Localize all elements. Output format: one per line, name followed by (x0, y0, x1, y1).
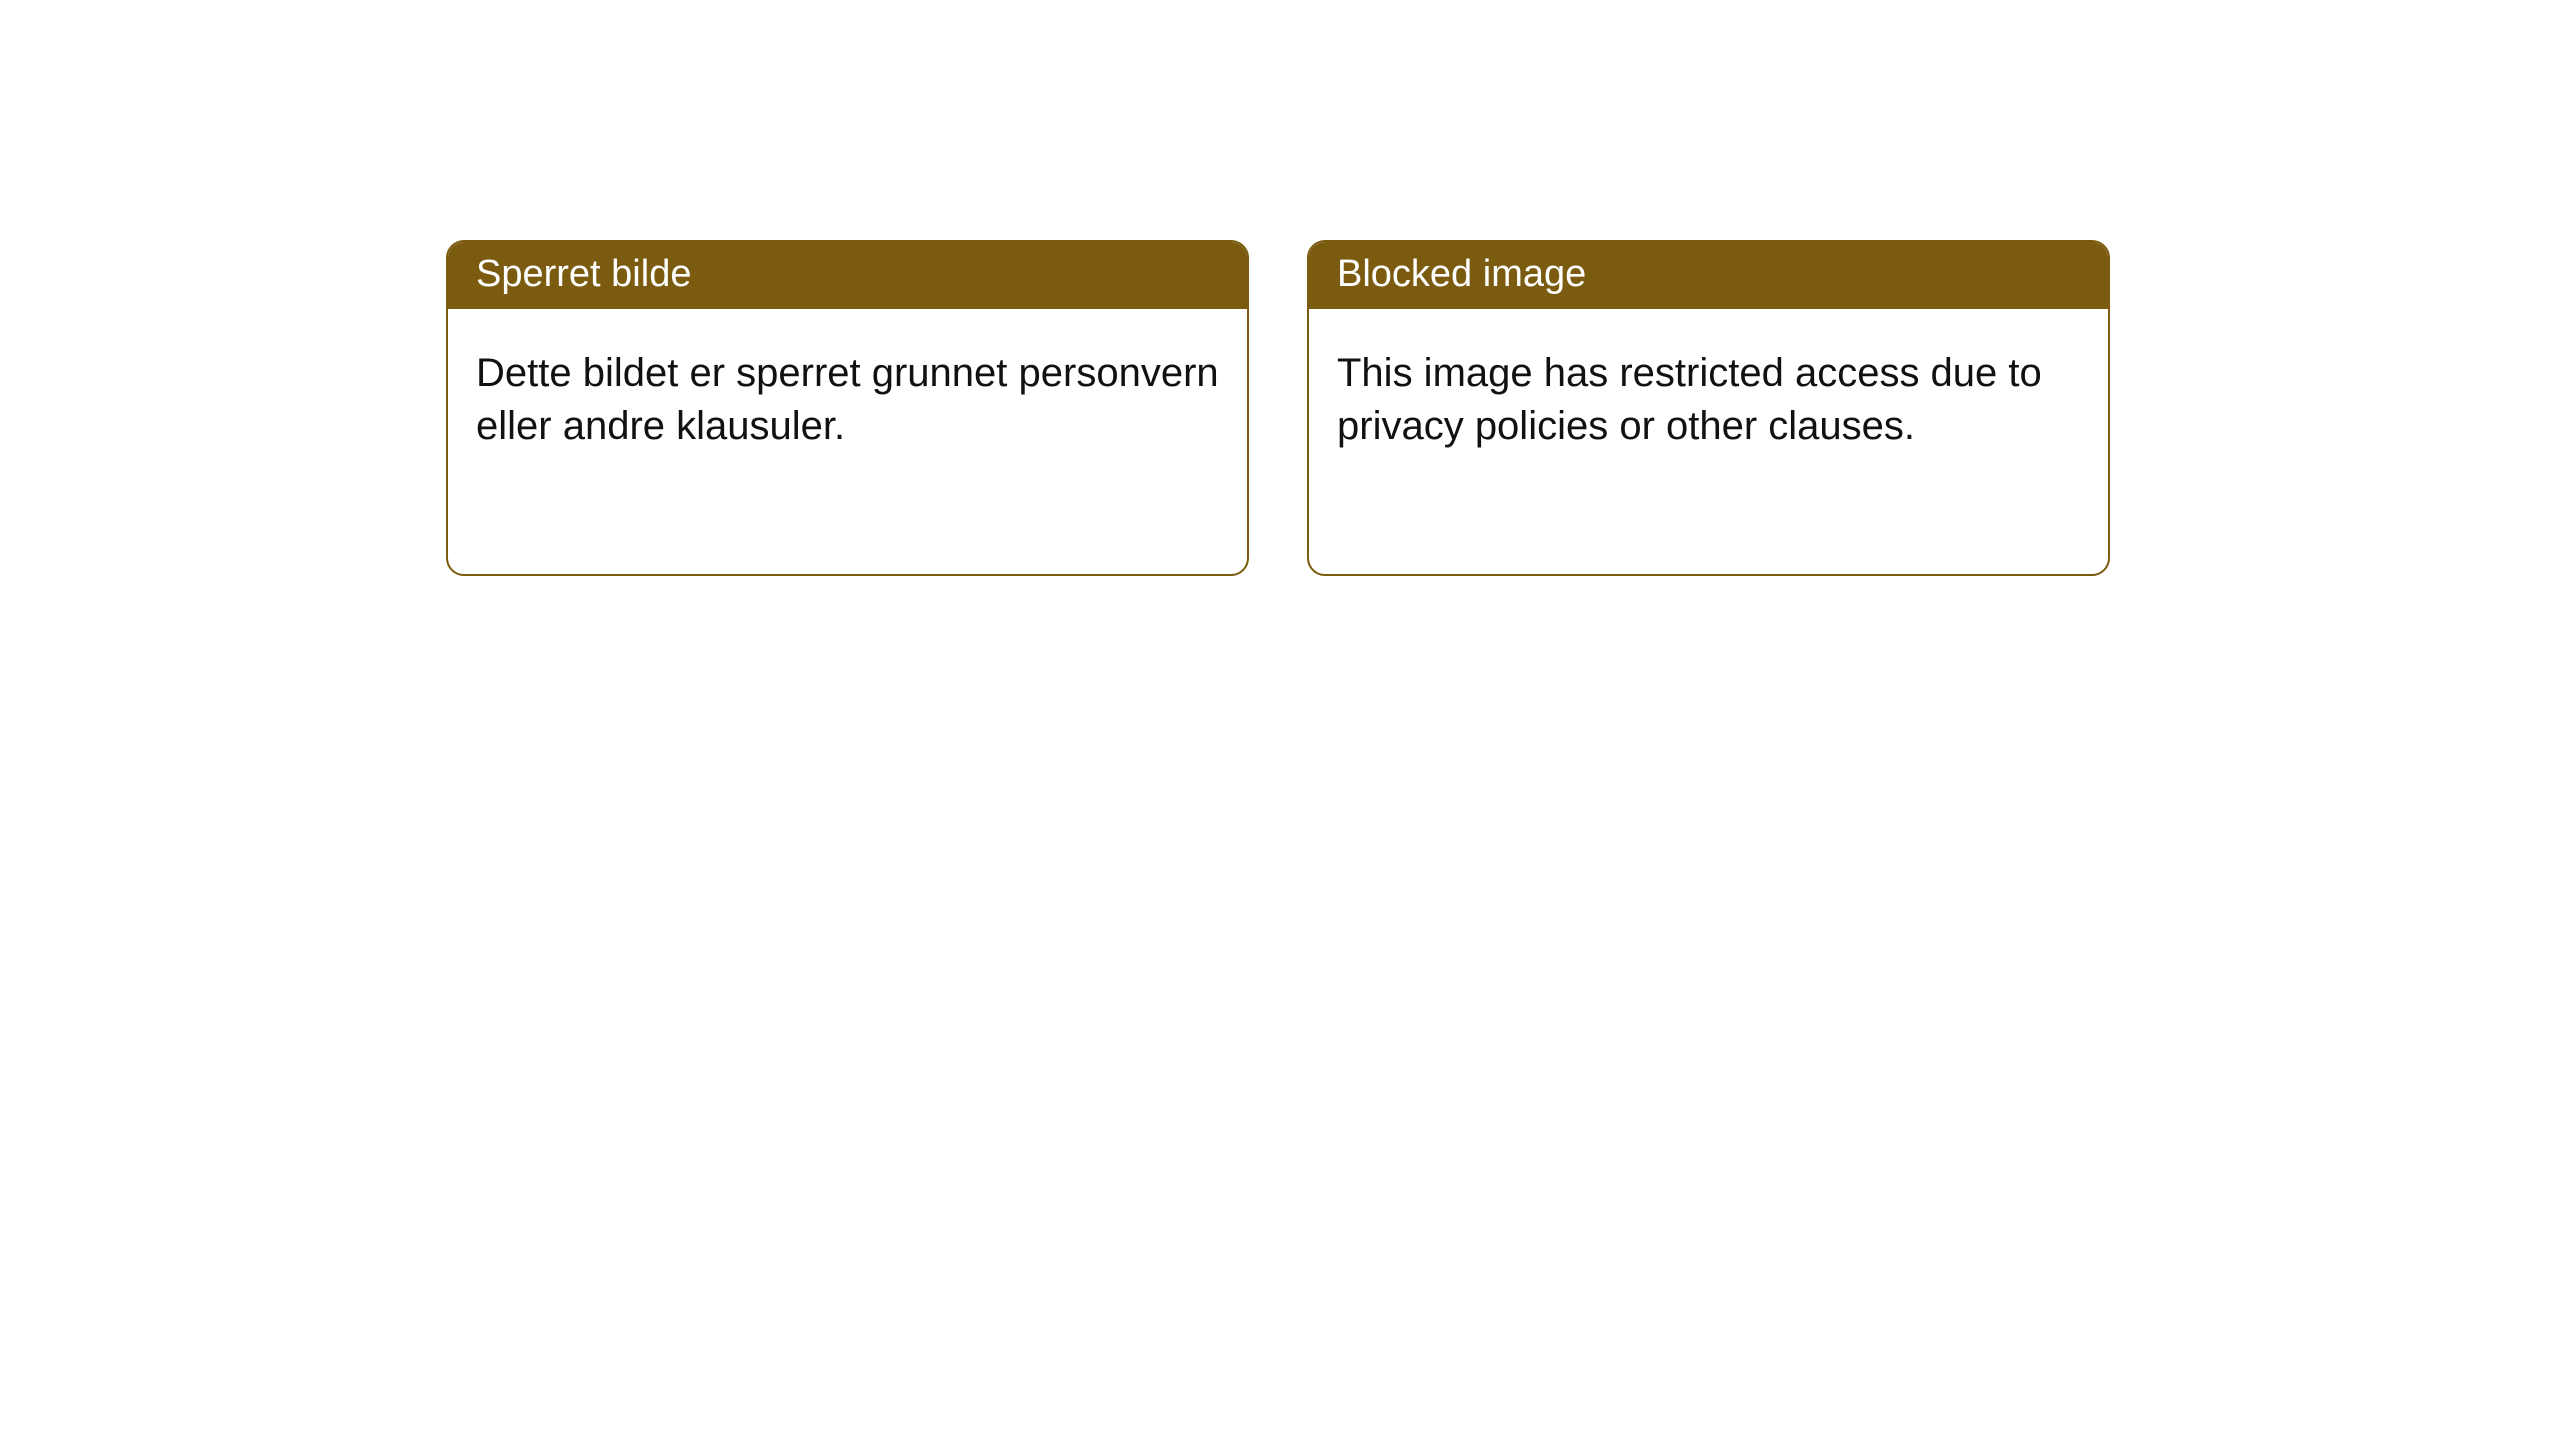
notice-body-no: Dette bildet er sperret grunnet personve… (448, 309, 1247, 491)
notice-body-en: This image has restricted access due to … (1309, 309, 2108, 491)
notice-card-no: Sperret bilde Dette bildet er sperret gr… (446, 240, 1249, 576)
notice-container: Sperret bilde Dette bildet er sperret gr… (446, 240, 2110, 576)
notice-title-no: Sperret bilde (448, 242, 1247, 309)
notice-card-en: Blocked image This image has restricted … (1307, 240, 2110, 576)
notice-title-en: Blocked image (1309, 242, 2108, 309)
